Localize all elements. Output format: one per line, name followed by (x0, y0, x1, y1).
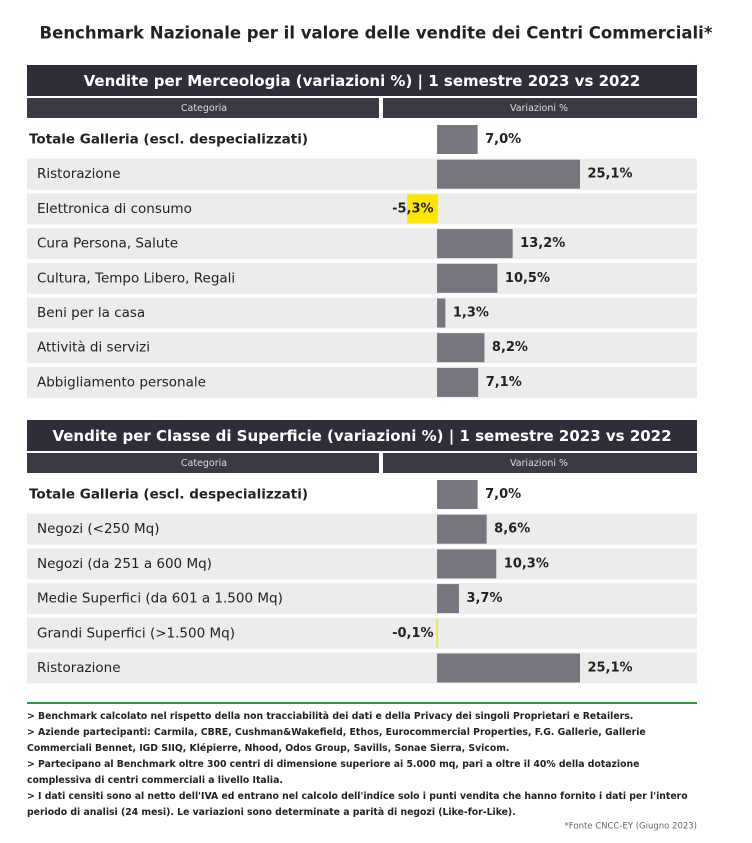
row-background (27, 583, 697, 615)
category-label: Ristorazione (37, 660, 121, 676)
row-background (27, 366, 697, 398)
value-label: 25,1% (587, 661, 632, 676)
section-title: Vendite per Merceologia (variazioni %) |… (84, 72, 641, 91)
row-background (27, 158, 697, 190)
note: > Aziende partecipanti: Carmila, CBRE, C… (27, 727, 646, 754)
row-background (27, 652, 697, 684)
column-header (383, 98, 697, 118)
note: > I dati censiti sono al netto dell'IVA … (27, 791, 688, 818)
column-header-label: Categoria (181, 103, 227, 114)
bar (437, 333, 485, 363)
bar (437, 514, 487, 544)
value-label: 7,0% (485, 132, 521, 147)
bar (437, 159, 580, 189)
column-header (383, 453, 697, 473)
bar (437, 229, 513, 259)
category-label: Abbigliamento personale (37, 374, 206, 390)
bar (436, 618, 439, 648)
category-label: Cura Persona, Salute (37, 236, 178, 252)
value-label: 10,3% (504, 556, 549, 571)
row-background (27, 617, 697, 649)
row-background (27, 228, 697, 260)
category-label: Beni per la casa (37, 305, 145, 321)
section-header (27, 420, 697, 451)
category-label: Ristorazione (37, 166, 121, 182)
column-header-label: Variazioni % (510, 103, 568, 114)
row-background (27, 332, 697, 364)
category-label: Attività di servizi (37, 340, 150, 356)
bar (437, 653, 580, 683)
value-label: 13,2% (520, 236, 565, 251)
value-label: 3,7% (466, 591, 502, 606)
column-header (27, 98, 379, 118)
bar (407, 194, 439, 224)
category-label: Totale Galleria (escl. despecializzati) (29, 487, 308, 503)
bar (437, 298, 446, 328)
value-label: 7,0% (485, 487, 521, 502)
column-header-label: Categoria (181, 458, 227, 469)
value-label: 25,1% (587, 167, 632, 182)
value-label: 7,1% (486, 375, 522, 390)
category-label: Negozi (<250 Mq) (37, 521, 159, 537)
category-label: Elettronica di consumo (37, 201, 192, 217)
value-label: -0,1% (392, 626, 433, 641)
bar (437, 584, 459, 614)
value-label: 8,6% (494, 522, 530, 537)
category-label: Cultura, Tempo Libero, Regali (37, 270, 235, 286)
value-label: -5,3% (392, 201, 433, 216)
source: *Fonte CNCC-EY (Giugno 2023) (565, 822, 697, 832)
row-background (27, 297, 697, 329)
notes: > Benchmark calcolato nel rispetto della… (27, 709, 699, 821)
page-title: Benchmark Nazionale per il valore delle … (40, 24, 713, 43)
bar (437, 125, 478, 154)
bar (437, 480, 478, 509)
row-background (27, 548, 697, 580)
section-title: Vendite per Classe di Superficie (variaz… (52, 427, 671, 446)
section-header (27, 65, 697, 96)
category-label: Grandi Superfici (>1.500 Mq) (37, 625, 235, 641)
value-label: 8,2% (492, 340, 528, 355)
value-label: 1,3% (453, 306, 489, 321)
bar (437, 549, 497, 579)
note: > Partecipano al Benchmark oltre 300 cen… (27, 759, 640, 786)
column-header (27, 453, 379, 473)
row-background (27, 513, 697, 545)
row-background (27, 193, 697, 225)
value-label: 10,5% (505, 271, 550, 286)
category-label: Totale Galleria (escl. despecializzati) (29, 132, 308, 148)
note: > Benchmark calcolato nel rispetto della… (27, 711, 634, 722)
bar (437, 367, 479, 397)
bar (437, 263, 498, 293)
row-background (27, 262, 697, 294)
category-label: Medie Superfici (da 601 a 1.500 Mq) (37, 591, 283, 607)
column-header-label: Variazioni % (510, 458, 568, 469)
category-label: Negozi (da 251 a 600 Mq) (37, 556, 212, 572)
